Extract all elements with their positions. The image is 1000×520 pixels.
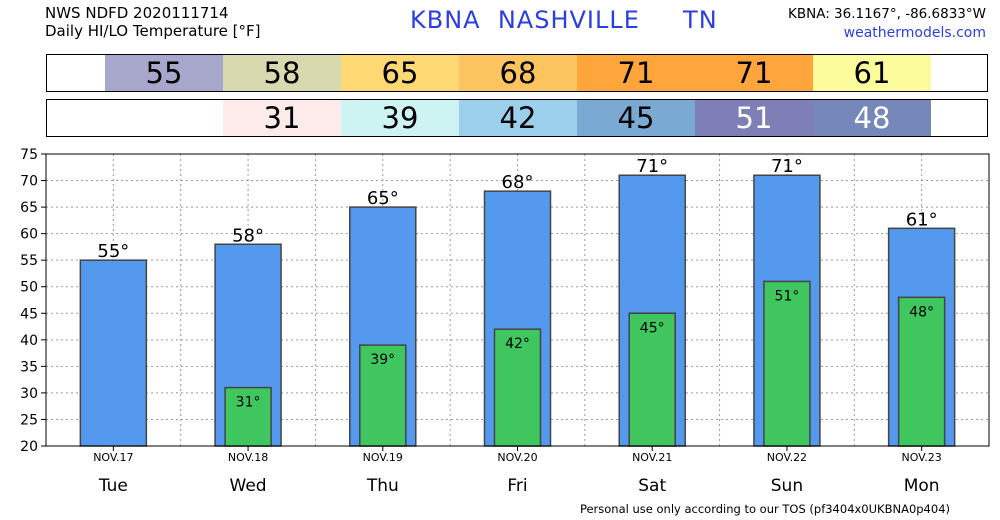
day-label: Wed	[230, 476, 267, 496]
lo-strip-cell: 39	[341, 100, 459, 136]
low-temp-label: 45°	[640, 320, 665, 336]
low-temp-label: 42°	[505, 336, 530, 352]
day-label: Tue	[98, 476, 128, 496]
low-temp-bar	[493, 328, 542, 447]
y-tick-label: 25	[20, 412, 38, 428]
date-label: NOV.18	[228, 451, 268, 464]
y-tick-label: 65	[20, 200, 38, 216]
hi-strip-cell: 71	[577, 55, 695, 91]
low-temperature-strip: 31 39 42 45 51 48	[46, 99, 988, 137]
station-title: KBNA NASHVILLE TN	[410, 6, 718, 34]
header-right: KBNA: 36.1167°, -86.6833°W weathermodels…	[788, 5, 986, 43]
y-tick-label: 55	[20, 253, 38, 269]
hi-strip-cell: 55	[105, 55, 223, 91]
product-label: Daily HI/LO Temperature [°F]	[45, 22, 261, 40]
hi-strip-cell: 58	[223, 55, 341, 91]
low-temp-label: 48°	[909, 304, 934, 320]
high-temp-label: 65°	[367, 188, 399, 209]
y-tick-label: 75	[20, 147, 38, 163]
low-temp-label: 31°	[236, 395, 261, 411]
site-link[interactable]: weathermodels.com	[843, 25, 986, 41]
y-tick-label: 60	[20, 227, 38, 243]
day-label: Sat	[638, 476, 666, 496]
y-tick-label: 45	[20, 306, 38, 322]
lo-strip-cell: 31	[223, 100, 341, 136]
lo-strip-cell: 51	[695, 100, 813, 136]
temperature-bar-chart: 55° 58° 31° 65° 39° 68° 42° 71° 45° 71° 51° 61° 48° 2…	[20, 147, 990, 496]
low-temp-bar	[224, 386, 272, 447]
date-label: NOV.20	[497, 451, 537, 464]
lo-strip-cell	[105, 100, 223, 136]
high-temp-label: 58°	[232, 225, 264, 246]
lo-strip-cell: 48	[813, 100, 931, 136]
high-temp-label: 55°	[97, 241, 129, 262]
high-temp-bar	[79, 259, 148, 447]
lo-strip-cell: 45	[577, 100, 695, 136]
lo-strip-cell: 42	[459, 100, 577, 136]
y-tick-label: 20	[20, 439, 38, 455]
low-temp-bar	[359, 344, 407, 447]
date-label: NOV.23	[901, 451, 941, 464]
y-tick-label: 30	[20, 386, 38, 402]
day-label: Sun	[771, 476, 803, 496]
y-tick-label: 40	[20, 333, 38, 349]
date-label: NOV.21	[632, 451, 672, 464]
high-temp-label: 71°	[636, 156, 668, 177]
date-label: NOV.17	[93, 451, 133, 464]
high-temp-label: 61°	[906, 209, 938, 230]
y-tick-label: 50	[20, 280, 38, 296]
model-run-label: NWS NDFD 2020111714	[45, 4, 229, 22]
y-tick-label: 70	[20, 174, 38, 190]
y-tick-label: 35	[20, 359, 38, 375]
tos-notice: Personal use only according to our TOS (…	[579, 502, 950, 516]
hi-strip-cell: 68	[459, 55, 577, 91]
hi-strip-cell: 65	[341, 55, 459, 91]
station-coords: KBNA: 36.1167°, -86.6833°W	[787, 6, 986, 22]
high-temperature-strip: 55 58 65 68 71 71 61	[46, 54, 988, 92]
date-label: NOV.22	[767, 451, 807, 464]
low-temp-label: 39°	[370, 352, 395, 368]
header-left: NWS NDFD 2020111714 Daily HI/LO Temperat…	[45, 4, 261, 40]
high-temp-label: 68°	[502, 172, 534, 193]
hi-strip-cell: 71	[695, 55, 813, 91]
low-temp-label: 51°	[775, 288, 800, 304]
low-temp-bar	[763, 280, 811, 447]
hi-strip-cell: 61	[813, 55, 931, 91]
high-temp-label: 71°	[771, 156, 803, 177]
date-label: NOV.19	[363, 451, 403, 464]
day-label: Mon	[904, 476, 940, 496]
day-label: Fri	[507, 476, 527, 496]
day-label: Thu	[366, 476, 399, 496]
